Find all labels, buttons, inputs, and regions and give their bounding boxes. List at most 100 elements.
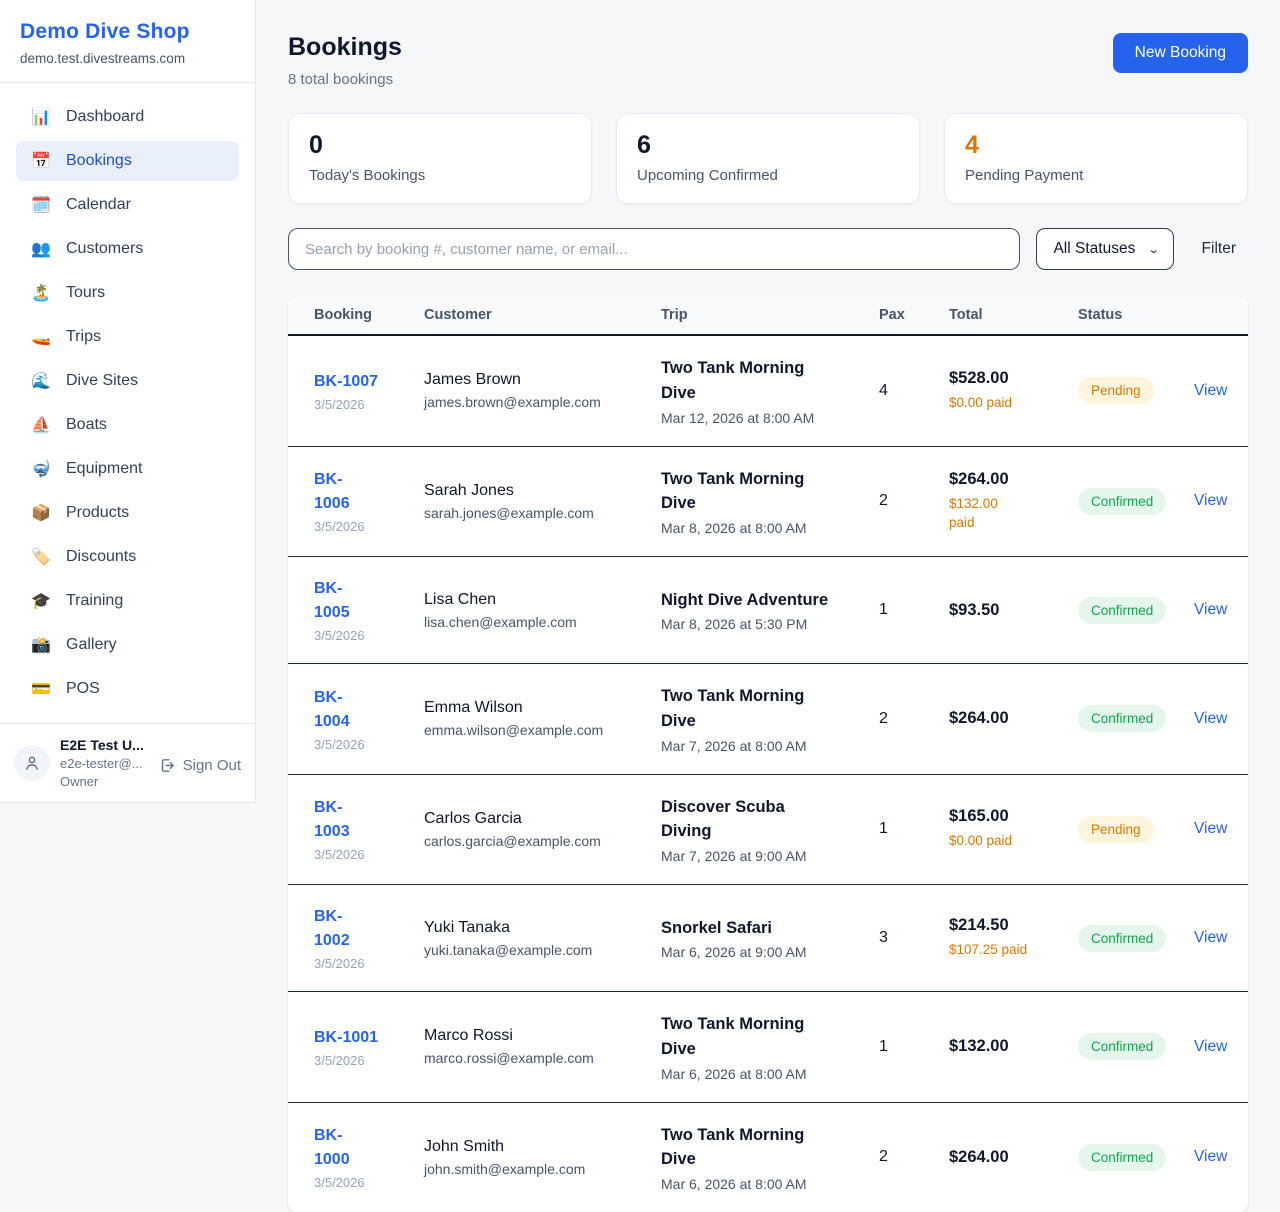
- user-email: e2e-tester@...: [60, 756, 149, 771]
- bar-chart-icon: 📊: [30, 107, 52, 127]
- paid-amount: $0.00 paid: [949, 393, 1078, 413]
- sidebar-item-boats[interactable]: ⛵ Boats: [16, 405, 239, 445]
- sidebar-item-dive-sites[interactable]: 🌊 Dive Sites: [16, 361, 239, 401]
- user-section: E2E Test U... e2e-tester@... Owner Sign …: [0, 723, 255, 802]
- view-link[interactable]: View: [1194, 492, 1227, 509]
- stat-label: Pending Payment: [965, 167, 1227, 184]
- customer-name: James Brown: [424, 371, 661, 389]
- credit-card-icon: 💳: [30, 679, 52, 699]
- pax-count: 1: [879, 1038, 949, 1056]
- status-badge: Confirmed: [1078, 488, 1166, 515]
- main-content: Bookings 8 total bookings New Booking 0 …: [256, 0, 1280, 1212]
- booking-created-date: 3/5/2026: [314, 1175, 424, 1190]
- status-filter-select[interactable]: All Statuses ⌄: [1036, 228, 1173, 270]
- booking-number-link[interactable]: BK-1005: [314, 577, 350, 625]
- customer-email: marco.rossi@example.com: [424, 1050, 661, 1066]
- sidebar-item-equipment[interactable]: 🤿 Equipment: [16, 449, 239, 489]
- stat-value: 4: [965, 131, 1227, 160]
- stat-card: 6 Upcoming Confirmed: [616, 113, 920, 204]
- brand-block: Demo Dive Shop demo.test.divestreams.com: [0, 0, 255, 83]
- booking-number-link[interactable]: BK-1003: [314, 796, 350, 844]
- wave-icon: 🌊: [30, 371, 52, 391]
- booking-number-link[interactable]: BK-1002: [314, 905, 350, 953]
- sidebar-item-products[interactable]: 📦 Products: [16, 493, 239, 533]
- booking-number-link[interactable]: BK-1006: [314, 468, 350, 516]
- speedboat-icon: 🚤: [30, 327, 52, 347]
- booking-created-date: 3/5/2026: [314, 397, 424, 412]
- customer-email: sarah.jones@example.com: [424, 505, 661, 521]
- booking-row: BK-1004 3/5/2026 Emma Wilson emma.wilson…: [288, 664, 1248, 775]
- booking-created-date: 3/5/2026: [314, 628, 424, 643]
- user-role: Owner: [60, 774, 149, 789]
- sidebar-item-bookings[interactable]: 📅 Bookings: [16, 141, 239, 181]
- booking-number-link[interactable]: BK-1004: [314, 686, 350, 734]
- stat-label: Upcoming Confirmed: [637, 167, 899, 184]
- status-badge: Confirmed: [1078, 925, 1166, 952]
- view-link[interactable]: View: [1194, 1038, 1227, 1055]
- booking-created-date: 3/5/2026: [314, 956, 424, 971]
- customer-name: Lisa Chen: [424, 591, 661, 609]
- search-input[interactable]: [288, 228, 1020, 270]
- view-link[interactable]: View: [1194, 929, 1227, 946]
- status-filter-value: All Statuses: [1053, 240, 1135, 258]
- sidebar-item-training[interactable]: 🎓 Training: [16, 581, 239, 621]
- booking-created-date: 3/5/2026: [314, 1053, 424, 1068]
- sidebar-item-calendar[interactable]: 🗓️ Calendar: [16, 185, 239, 225]
- sidebar-item-gallery[interactable]: 📸 Gallery: [16, 625, 239, 665]
- column-header-trip: Trip: [661, 307, 879, 323]
- view-link[interactable]: View: [1194, 382, 1227, 399]
- package-icon: 📦: [30, 503, 52, 523]
- stats-row: 0 Today's Bookings 6 Upcoming Confirmed …: [288, 113, 1248, 204]
- status-badge: Confirmed: [1078, 1144, 1166, 1171]
- sidebar-item-tours[interactable]: 🏝️ Tours: [16, 273, 239, 313]
- shop-domain: demo.test.divestreams.com: [20, 51, 235, 66]
- booking-number-link[interactable]: BK-1000: [314, 1124, 350, 1172]
- sign-out-button[interactable]: Sign Out: [159, 757, 241, 774]
- sidebar-item-pos[interactable]: 💳 POS: [16, 669, 239, 709]
- customer-email: yuki.tanaka@example.com: [424, 942, 661, 958]
- pax-count: 1: [879, 601, 949, 619]
- booking-row: BK-1007 3/5/2026 James Brown james.brown…: [288, 336, 1248, 447]
- customer-email: john.smith@example.com: [424, 1161, 661, 1177]
- avatar: [14, 745, 50, 781]
- status-badge: Pending: [1078, 816, 1154, 843]
- filter-button[interactable]: Filter: [1190, 240, 1248, 258]
- booking-number-link[interactable]: BK-1001: [314, 1026, 378, 1050]
- stat-label: Today's Bookings: [309, 167, 571, 184]
- filter-controls: All Statuses ⌄ Filter: [288, 228, 1248, 270]
- sidebar-nav: 📊 Dashboard 📅 Bookings 🗓️ Calendar 👥 Cus…: [0, 83, 255, 723]
- view-link[interactable]: View: [1194, 820, 1227, 837]
- booking-created-date: 3/5/2026: [314, 519, 424, 534]
- customer-name: Yuki Tanaka: [424, 919, 661, 937]
- column-header-status: Status: [1078, 307, 1194, 323]
- column-header-booking: Booking: [314, 307, 424, 323]
- stat-value: 0: [309, 131, 571, 160]
- sidebar-item-customers[interactable]: 👥 Customers: [16, 229, 239, 269]
- view-link[interactable]: View: [1194, 1148, 1227, 1165]
- view-link[interactable]: View: [1194, 710, 1227, 727]
- customer-name: Sarah Jones: [424, 482, 661, 500]
- trip-datetime: Mar 7, 2026 at 9:00 AM: [661, 848, 879, 864]
- pax-count: 2: [879, 492, 949, 510]
- pax-count: 3: [879, 929, 949, 947]
- sidebar-item-discounts[interactable]: 🏷️ Discounts: [16, 537, 239, 577]
- sidebar-item-dashboard[interactable]: 📊 Dashboard: [16, 97, 239, 137]
- sailboat-icon: ⛵: [30, 415, 52, 435]
- total-amount: $214.50: [949, 916, 1078, 935]
- table-body: BK-1007 3/5/2026 James Brown james.brown…: [288, 336, 1248, 1212]
- booking-number-link[interactable]: BK-1007: [314, 370, 378, 394]
- view-link[interactable]: View: [1194, 601, 1227, 618]
- sidebar-item-trips[interactable]: 🚤 Trips: [16, 317, 239, 357]
- diving-mask-icon: 🤿: [30, 459, 52, 479]
- trip-datetime: Mar 6, 2026 at 8:00 AM: [661, 1176, 879, 1192]
- stat-value: 6: [637, 131, 899, 160]
- booking-row: BK-1005 3/5/2026 Lisa Chen lisa.chen@exa…: [288, 557, 1248, 664]
- status-badge: Confirmed: [1078, 705, 1166, 732]
- trip-datetime: Mar 12, 2026 at 8:00 AM: [661, 410, 879, 426]
- new-booking-button[interactable]: New Booking: [1113, 33, 1248, 73]
- customer-email: emma.wilson@example.com: [424, 722, 661, 738]
